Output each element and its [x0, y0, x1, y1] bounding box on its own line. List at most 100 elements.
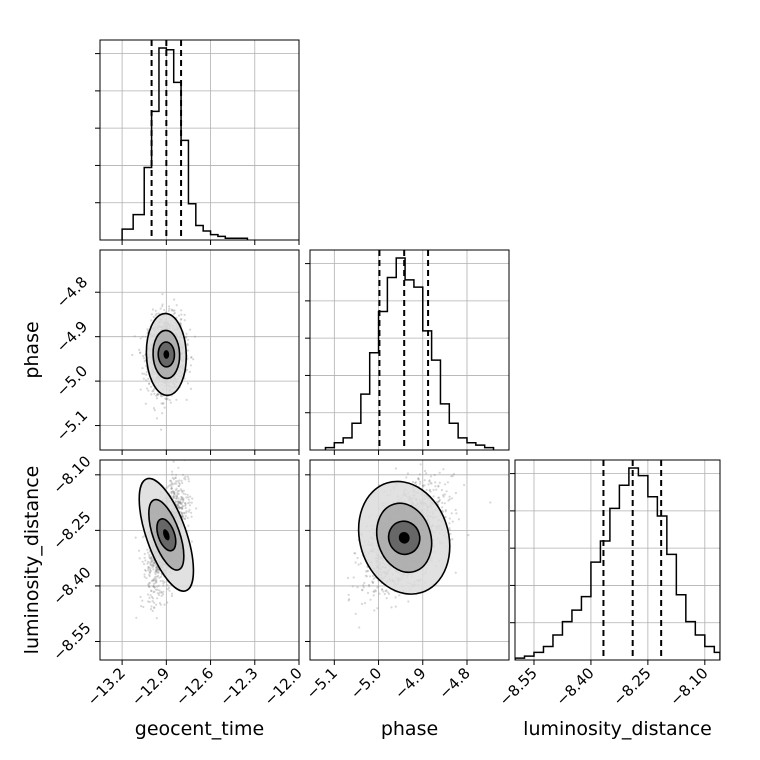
sample-point	[380, 588, 384, 591]
sample-point	[150, 558, 153, 561]
sample-point	[437, 484, 440, 487]
sample-point	[407, 600, 410, 603]
sample-point	[172, 309, 175, 312]
sample-point	[160, 594, 163, 598]
x-tick-label: −8.55	[496, 664, 541, 709]
sample-point	[162, 402, 165, 405]
sample-point	[165, 397, 168, 400]
histogram-luminosity_distance	[515, 467, 720, 660]
sample-point	[138, 549, 141, 552]
sample-point	[146, 593, 150, 596]
sample-point	[189, 364, 192, 367]
sample-point	[150, 580, 154, 583]
sample-point	[444, 508, 447, 512]
sample-point	[168, 589, 171, 592]
sample-point	[169, 479, 172, 482]
sample-point	[356, 586, 359, 589]
sample-point	[419, 480, 422, 483]
sample-point	[442, 468, 445, 471]
sample-point	[148, 575, 151, 578]
sample-point	[180, 498, 183, 501]
sample-point	[147, 584, 150, 587]
sample-point	[372, 581, 375, 584]
sample-point	[149, 556, 152, 560]
contour-line	[138, 477, 195, 592]
sample-point	[365, 575, 368, 578]
sample-point	[177, 506, 181, 509]
y-tick-label: −4.9	[53, 317, 91, 355]
sample-point	[405, 476, 408, 479]
sample-point	[346, 576, 350, 580]
sample-point	[159, 579, 162, 583]
sample-point	[159, 575, 163, 578]
sample-point	[170, 594, 173, 598]
sample-point	[173, 493, 176, 496]
sample-point	[181, 515, 184, 518]
sample-point	[454, 508, 457, 511]
sample-point	[154, 573, 157, 576]
sample-point	[170, 487, 173, 490]
sample-point	[381, 588, 384, 591]
sample-point	[154, 575, 157, 578]
sample-point	[195, 507, 198, 510]
sample-point	[450, 475, 453, 478]
sample-point	[179, 321, 182, 324]
sample-point	[181, 505, 185, 508]
sample-point	[152, 389, 155, 392]
sample-point	[156, 585, 159, 588]
sample-point	[166, 601, 169, 604]
sample-point	[142, 377, 145, 380]
sample-point	[139, 351, 142, 354]
sample-point	[155, 588, 158, 591]
y-tick-label: −8.55	[49, 619, 94, 664]
sample-point	[131, 353, 134, 357]
sample-point	[155, 566, 158, 569]
sample-point	[183, 477, 186, 480]
sample-point	[361, 588, 364, 592]
sample-point	[451, 474, 454, 478]
sample-point	[406, 472, 409, 475]
sample-point	[417, 478, 420, 481]
sample-point	[421, 484, 424, 487]
y-tick-label: −8.10	[49, 452, 94, 497]
x-tick-label: −5.1	[303, 664, 341, 702]
sample-point	[172, 312, 175, 315]
sample-point	[155, 568, 158, 571]
sample-point	[149, 563, 152, 566]
sample-point	[148, 557, 152, 560]
sample-point	[447, 499, 450, 502]
sample-point	[178, 502, 181, 505]
sample-point	[155, 417, 159, 420]
sample-point	[175, 495, 178, 498]
sample-point	[441, 501, 444, 504]
sample-point	[139, 595, 142, 599]
sample-point	[170, 491, 173, 494]
sample-point	[148, 585, 151, 588]
sample-point	[141, 560, 144, 563]
sample-point	[430, 482, 433, 485]
sample-point	[172, 483, 175, 486]
sample-point	[151, 566, 154, 569]
sample-point	[186, 349, 189, 352]
sample-point	[179, 501, 182, 504]
sample-point	[190, 356, 193, 359]
sample-point	[156, 567, 159, 571]
sample-point	[414, 481, 418, 484]
sample-point	[418, 482, 422, 485]
sample-point	[180, 309, 183, 312]
sample-point	[359, 562, 362, 565]
sample-point	[173, 482, 176, 485]
sample-point	[178, 501, 181, 504]
x-tick-label: −5.0	[347, 664, 385, 702]
sample-point	[374, 590, 377, 593]
sample-point	[147, 565, 150, 569]
sample-point	[441, 510, 445, 513]
sample-point	[162, 582, 165, 585]
sample-point	[157, 574, 160, 578]
sample-point	[179, 318, 182, 321]
sample-point	[428, 480, 431, 483]
sample-point	[148, 582, 151, 585]
sample-point	[184, 502, 187, 505]
sample-point	[177, 501, 180, 504]
sample-point	[176, 504, 179, 507]
